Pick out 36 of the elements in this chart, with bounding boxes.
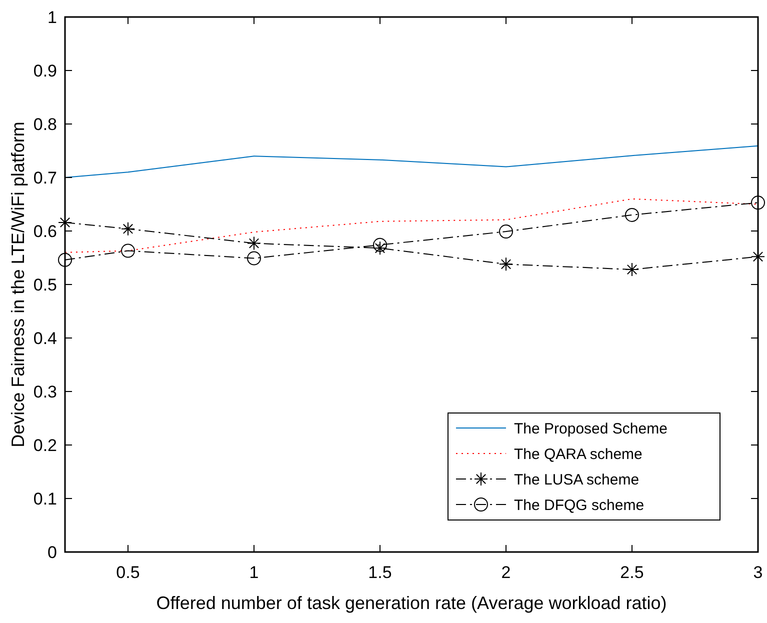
y-axis-title: Device Fairness in the LTE/WiFi platform: [8, 122, 28, 448]
y-tick-label: 0.3: [33, 382, 57, 402]
legend-label: The Proposed Scheme: [514, 420, 668, 438]
legend-label: The LUSA scheme: [514, 471, 640, 488]
y-tick-label: 0.7: [33, 168, 57, 188]
y-tick-label: 0.2: [33, 436, 57, 455]
point: [499, 224, 513, 239]
x-tick-label: 0.5: [116, 563, 140, 582]
point: [751, 250, 765, 264]
point: [121, 244, 135, 258]
point: [751, 196, 765, 210]
point: [58, 252, 72, 267]
point: [373, 238, 387, 252]
x-axis-title: Offered number of task generation rate (Average workload ratio): [156, 593, 667, 613]
point: [247, 251, 261, 266]
x-tick-label: 1: [249, 563, 259, 582]
point: [625, 208, 639, 222]
y-tick-label: 0.6: [33, 222, 57, 241]
y-tick-label: 1: [48, 8, 57, 27]
x-tick-label: 2.5: [620, 563, 644, 582]
point: [499, 257, 513, 272]
y-tick-label: 0.8: [33, 114, 57, 134]
point: [625, 262, 639, 277]
x-tick-label: 3: [753, 563, 763, 582]
legend-label: The QARA scheme: [514, 446, 642, 463]
y-tick-label: 0: [48, 542, 57, 562]
x-tick-label: 1.5: [368, 563, 392, 582]
point: [247, 236, 261, 250]
x-tick-label: 2: [501, 563, 511, 582]
point: [373, 241, 387, 256]
y-tick-label: 0.5: [33, 275, 57, 294]
y-tick-label: 0.1: [33, 489, 57, 508]
legend-label: The DFQG scheme: [514, 496, 644, 514]
y-tick-label: 0.9: [33, 61, 57, 80]
y-tick-label: 0.4: [33, 328, 57, 348]
point: [121, 222, 135, 236]
